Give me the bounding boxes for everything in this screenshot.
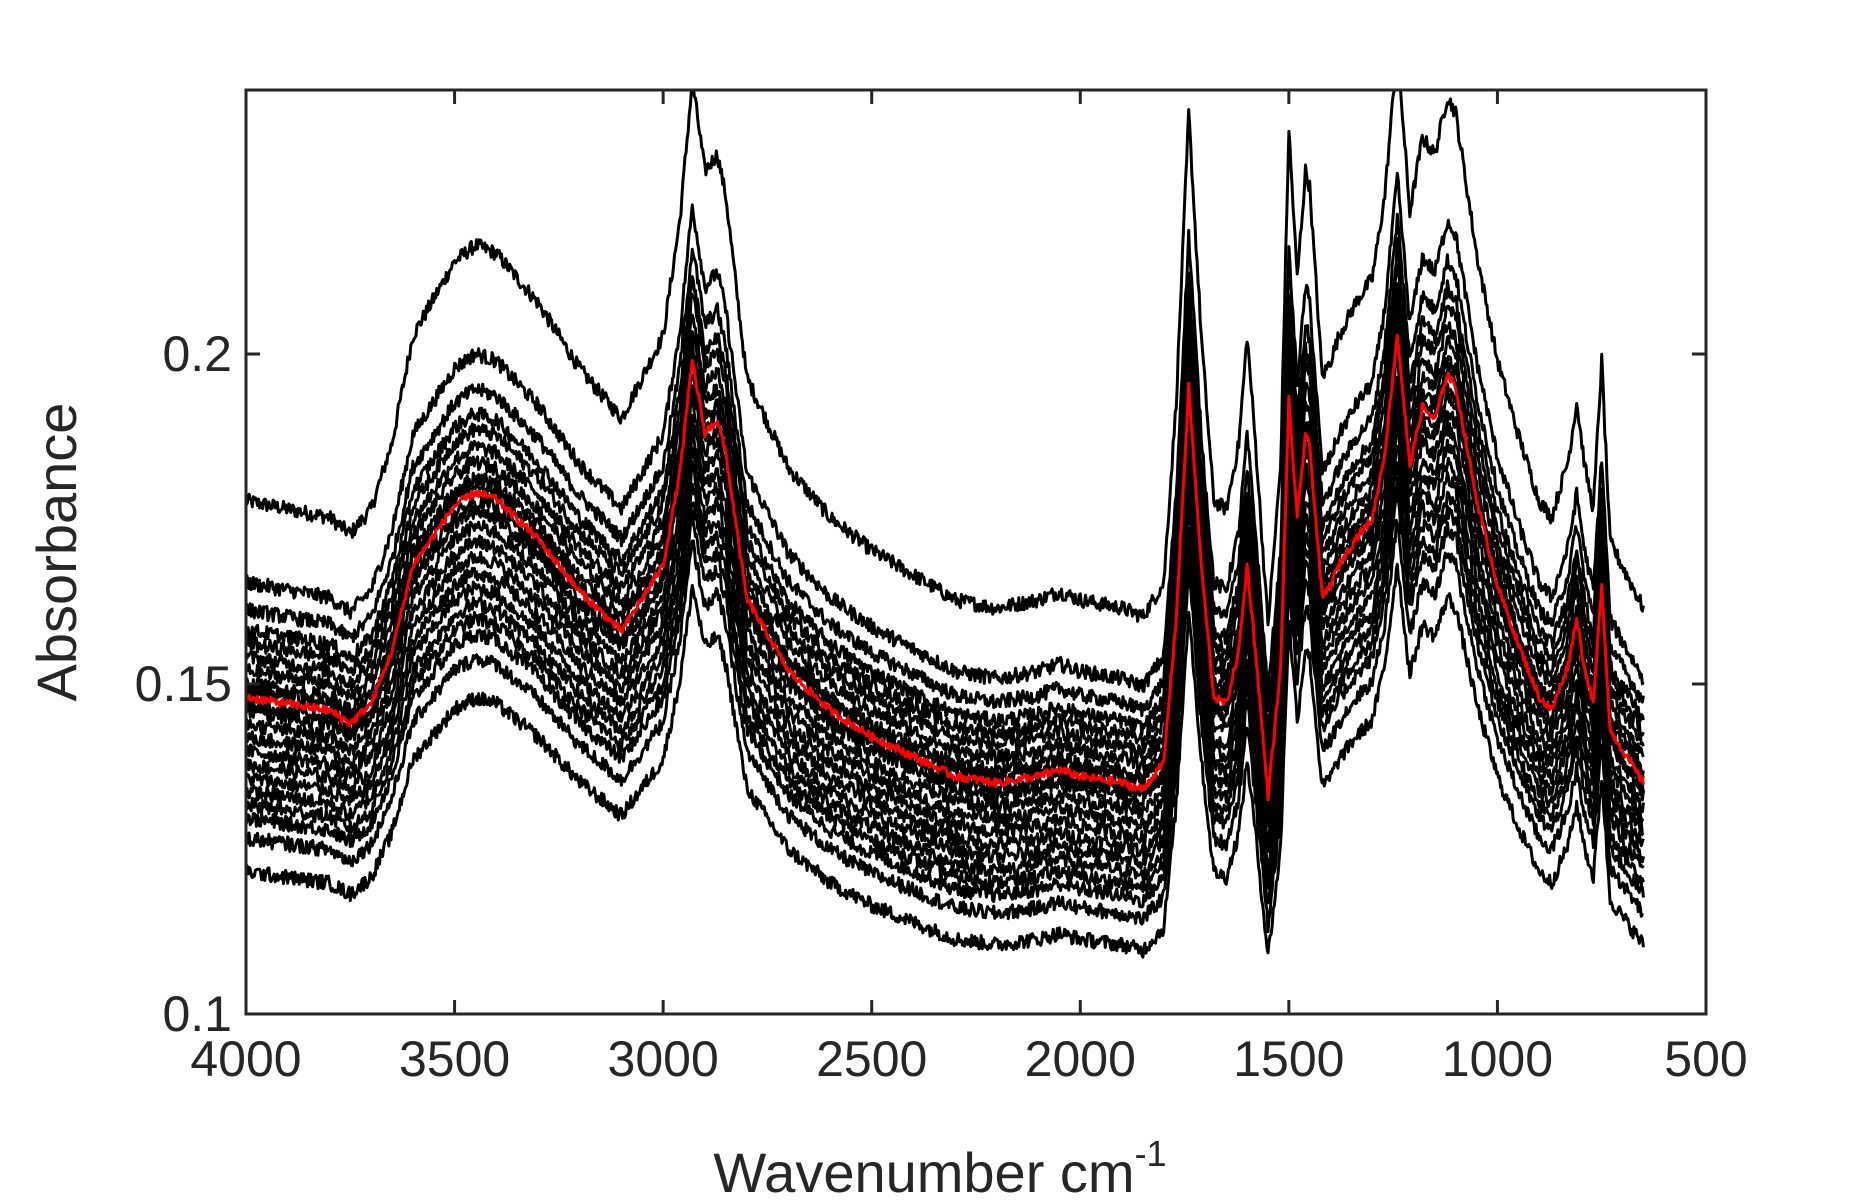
x-tick-label: 500 — [1664, 1031, 1747, 1087]
sample-spectrum-line — [246, 171, 1645, 701]
y-tick-label: 0.1 — [162, 986, 232, 1042]
sample-spectrum-line — [246, 236, 1645, 743]
sample-spectrum-line — [246, 475, 1645, 893]
y-axis-title: Absorbance — [25, 403, 88, 702]
sample-spectrum-line — [246, 398, 1645, 846]
sample-spectrum-line — [246, 262, 1645, 749]
series-layer — [246, 90, 1645, 959]
ticks-layer — [244, 90, 1708, 1016]
sample-spectrum-line — [246, 518, 1644, 934]
plot-frame — [244, 88, 1708, 1016]
y-tick-label: 0.15 — [135, 656, 232, 712]
sample-spectrum-line — [246, 461, 1645, 890]
x-tick-label: 3000 — [608, 1031, 719, 1087]
sample-spectrum-line — [246, 212, 1645, 718]
x-tick-label: 1500 — [1233, 1031, 1344, 1087]
sample-spectrum-line — [246, 444, 1645, 870]
x-tick-label: 1000 — [1442, 1031, 1553, 1087]
y-tick-label: 0.2 — [162, 326, 232, 382]
sample-spectrum-line — [246, 353, 1645, 808]
sample-spectrum-line — [246, 316, 1645, 782]
tick-labels-layer: 4000 3500 3000 2500 2000 1500 1000 500 0.1 0.15 0.… — [135, 326, 1748, 1087]
sample-spectrum-line — [246, 282, 1645, 760]
sample-spectrum-line — [246, 416, 1645, 859]
x-axis-title: Wavenumber cm-1 — [713, 1133, 1166, 1200]
sample-spectrum-line — [246, 488, 1645, 909]
sample-spectrum-line — [246, 298, 1645, 772]
x-tick-label: 2000 — [1025, 1031, 1136, 1087]
sample-spectrum-line — [246, 562, 1645, 959]
sample-spectrum-line — [246, 375, 1645, 827]
x-tick-label: 3500 — [399, 1031, 510, 1087]
x-tick-label: 2500 — [816, 1031, 927, 1087]
x-axis-title-superscript: -1 — [1135, 1133, 1167, 1174]
mean-spectrum-line — [246, 333, 1645, 802]
sample-spectrum-line — [246, 346, 1645, 803]
x-tick-label: 4000 — [190, 1031, 301, 1087]
x-axis-title-text: Wavenumber cm — [713, 1141, 1134, 1200]
sample-spectrum-line — [246, 90, 1645, 627]
